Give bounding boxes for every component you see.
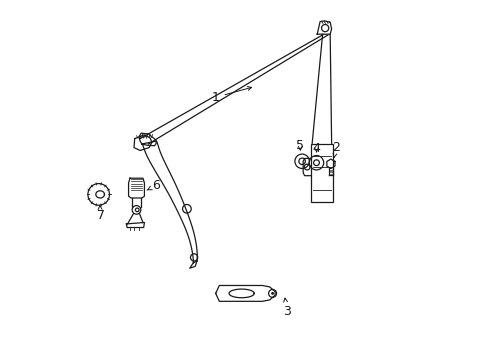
Circle shape: [270, 292, 273, 295]
Text: 6: 6: [147, 179, 160, 192]
Text: 4: 4: [312, 142, 320, 155]
Text: 1: 1: [211, 86, 251, 104]
Text: 5: 5: [296, 139, 304, 152]
Text: 3: 3: [283, 298, 290, 318]
Bar: [310, 144, 332, 202]
Text: 2: 2: [332, 141, 340, 157]
Text: 7: 7: [96, 206, 104, 222]
